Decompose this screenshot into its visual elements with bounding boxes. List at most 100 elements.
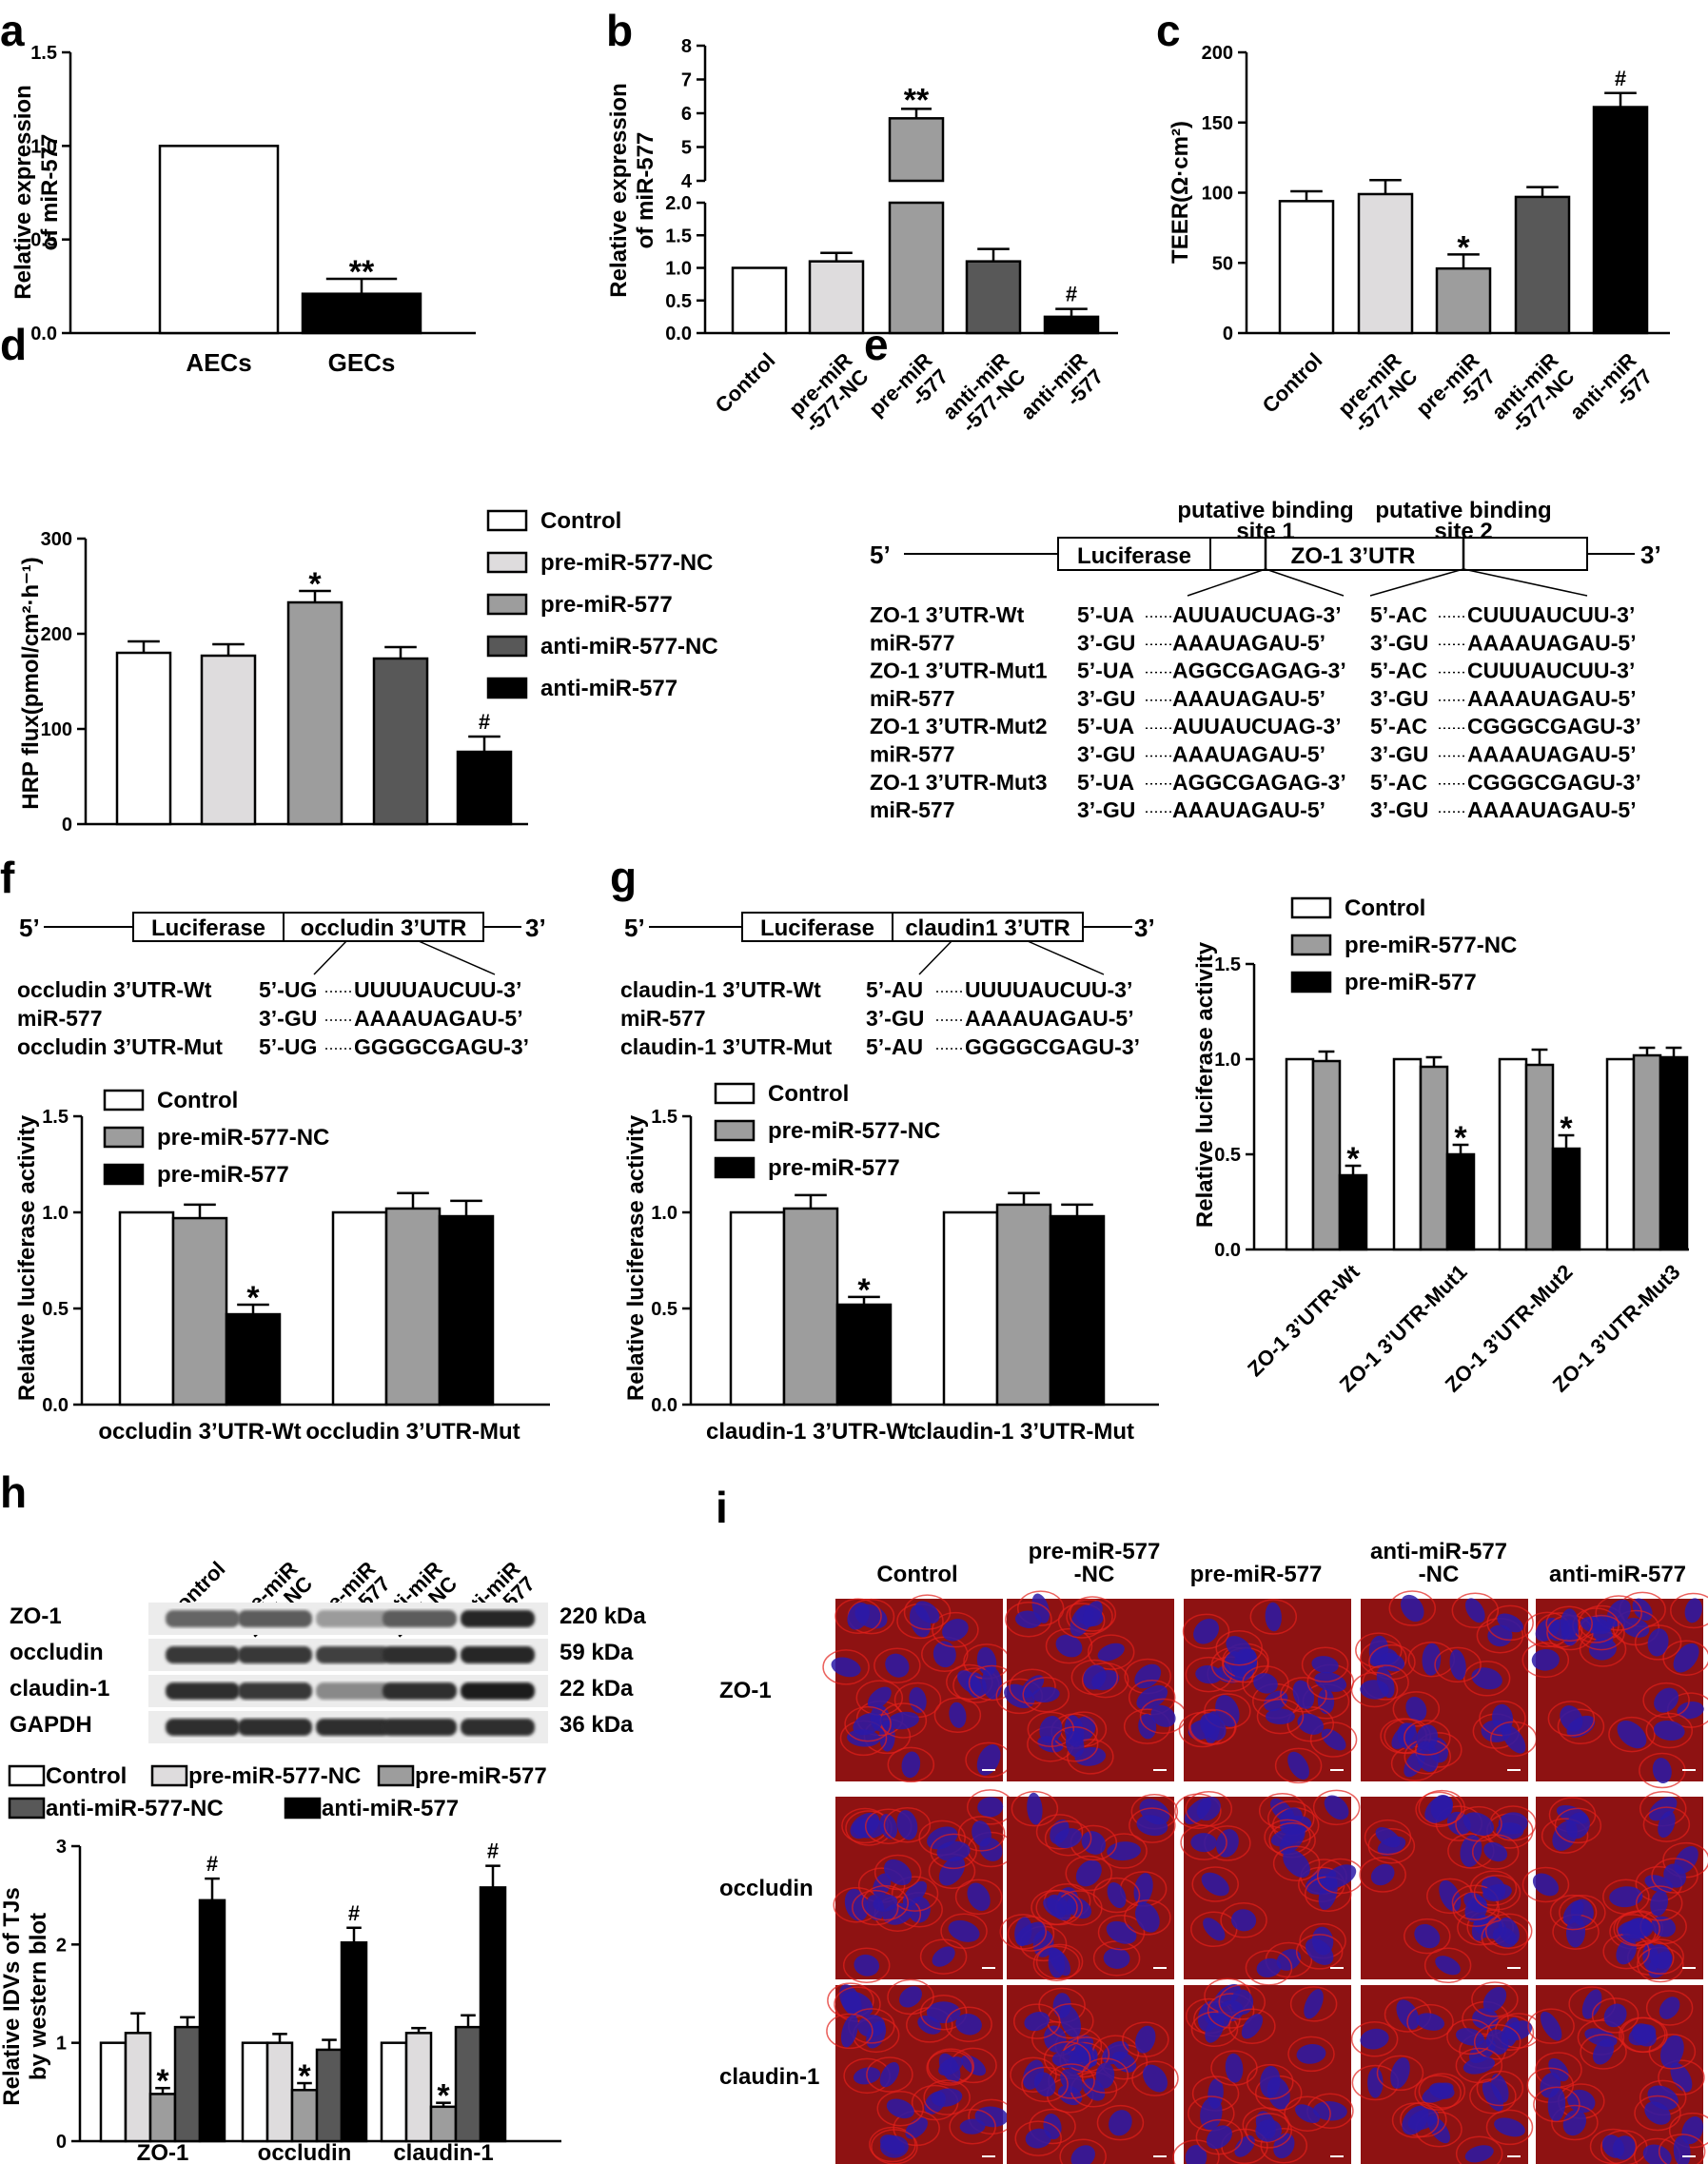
if-nucleus bbox=[1260, 2065, 1281, 2098]
y-tick-label: 0 bbox=[62, 815, 72, 836]
sequence-name: miR-577 bbox=[870, 742, 954, 767]
sequence-text: AAAAUAGAU-5’ bbox=[1467, 742, 1637, 767]
if-membrane bbox=[1658, 2059, 1705, 2095]
y-tick-label: 6 bbox=[681, 104, 692, 125]
y-tick-label: 1.5 bbox=[665, 226, 692, 246]
if-nucleus bbox=[1642, 2144, 1672, 2164]
x-tick-label: claudin-1 3’UTR-Mut bbox=[913, 1419, 1134, 1445]
if-nucleus bbox=[886, 2098, 914, 2119]
if-nucleus bbox=[1416, 1724, 1439, 1751]
if-membrane bbox=[1651, 1858, 1698, 1894]
if-membrane bbox=[1418, 1789, 1465, 1826]
if-membrane bbox=[1637, 1938, 1684, 1975]
sequence-text: AUUAUCUAG-3’ bbox=[1172, 714, 1342, 738]
if-nucleus bbox=[1562, 2109, 1587, 2136]
utr-box bbox=[892, 912, 1084, 942]
if-membrane bbox=[923, 2079, 971, 2115]
bar bbox=[1049, 1214, 1106, 1407]
if-nucleus bbox=[1430, 1794, 1453, 1821]
if-membrane bbox=[1245, 1950, 1293, 1986]
y-tick-label: 1.5 bbox=[1214, 954, 1241, 975]
if-nucleus bbox=[1653, 1720, 1685, 1741]
sequence-text: 3’-GU bbox=[1077, 797, 1135, 822]
if-membrane bbox=[1521, 1866, 1570, 1903]
if-nucleus bbox=[1560, 1608, 1579, 1640]
if-nucleus bbox=[1402, 2105, 1429, 2135]
significance-mark: * bbox=[857, 1272, 871, 1308]
blot-band bbox=[461, 1646, 535, 1663]
y-tick-label: 50 bbox=[1212, 253, 1233, 274]
sequence-text: AAAAUAGAU-5’ bbox=[965, 1006, 1134, 1031]
y-tick-label: 0.0 bbox=[42, 1395, 69, 1416]
if-nucleus bbox=[1455, 2028, 1484, 2046]
bar bbox=[173, 2025, 202, 2143]
sequence-text: AAAUAGAU-5’ bbox=[1172, 797, 1325, 822]
legend-label: pre-miR-577-NC bbox=[1345, 933, 1517, 958]
if-column-label-line: -NC bbox=[1074, 1562, 1115, 1587]
x-tick-label: pre-miR-577-NC bbox=[784, 348, 874, 438]
if-column-label: Control bbox=[876, 1562, 957, 1587]
if-nucleus bbox=[1253, 1673, 1278, 1694]
y-axis-label-line: Relative luciferase activity bbox=[1192, 941, 1218, 1228]
blot-band bbox=[238, 1646, 312, 1663]
if-membrane bbox=[1031, 1889, 1078, 1926]
blot-band bbox=[383, 1719, 457, 1736]
if-nucleus bbox=[972, 1820, 991, 1847]
if-membrane bbox=[1620, 2016, 1668, 2054]
bar bbox=[198, 1898, 226, 2143]
if-membrane bbox=[1190, 2011, 1239, 2047]
if-membrane bbox=[1260, 2128, 1308, 2164]
if-nucleus bbox=[1190, 1833, 1217, 1853]
panel-letter-d: d bbox=[0, 320, 27, 369]
protein-label: claudin-1 bbox=[10, 1676, 109, 1702]
if-membrane bbox=[1642, 1682, 1690, 1719]
if-membrane bbox=[1362, 1664, 1409, 1701]
if-nucleus bbox=[1663, 1863, 1687, 1888]
legend-swatch bbox=[1290, 971, 1332, 993]
sequence-text: AAAAUAGAU-5’ bbox=[354, 1006, 523, 1031]
if-nucleus bbox=[854, 1954, 880, 1977]
if-nucleus bbox=[1014, 1917, 1032, 1947]
if-row-label: ZO-1 bbox=[719, 1678, 772, 1703]
if-membrane bbox=[954, 1879, 1003, 1916]
if-membrane bbox=[1081, 1662, 1129, 1699]
panel-letters: a b c d e f g h i bbox=[0, 6, 1181, 1532]
bar bbox=[1524, 1063, 1555, 1251]
if-membrane bbox=[1469, 1870, 1518, 1906]
y-tick-label: 0 bbox=[56, 2132, 67, 2153]
blot-band bbox=[238, 1610, 312, 1627]
if-membrane bbox=[932, 1611, 979, 1648]
sequence-text: 5’-UG bbox=[259, 1034, 317, 1059]
bar bbox=[1605, 1057, 1636, 1251]
if-nucleus bbox=[1205, 2015, 1225, 2043]
legend-label: Control bbox=[1345, 895, 1425, 921]
if-nucleus bbox=[1592, 2038, 1615, 2065]
if-membrane bbox=[1533, 2086, 1580, 2123]
significance-mark: * bbox=[437, 2078, 450, 2115]
if-nucleus bbox=[844, 1888, 869, 1921]
sequence-name: miR-577 bbox=[870, 630, 954, 655]
sequence-text: 5’-AC bbox=[1370, 770, 1427, 795]
if-nucleus bbox=[1414, 1923, 1441, 1949]
if-nucleus bbox=[959, 2118, 986, 2134]
y-tick-label: 0.5 bbox=[651, 1299, 677, 1320]
legend-label: Control bbox=[768, 1081, 849, 1107]
if-nucleus bbox=[933, 1641, 956, 1668]
bar bbox=[835, 1303, 893, 1407]
legend-label: Control bbox=[46, 1763, 127, 1789]
y-tick-label: 0.5 bbox=[30, 230, 57, 251]
if-membrane bbox=[1191, 1866, 1239, 1902]
panel-letter-h: h bbox=[0, 1467, 27, 1517]
y-axis-label: Relative luciferase activity bbox=[14, 1114, 40, 1401]
if-membrane bbox=[1658, 2134, 1706, 2164]
five-prime: 5’ bbox=[19, 914, 40, 942]
bar bbox=[1392, 1057, 1423, 1251]
y-tick-label: 0.0 bbox=[665, 324, 692, 344]
if-membrane bbox=[1391, 2102, 1440, 2138]
if-nucleus bbox=[1055, 1634, 1083, 1658]
if-nucleus bbox=[1375, 1827, 1401, 1848]
legend-swatch bbox=[486, 551, 528, 574]
blot-band bbox=[383, 1646, 457, 1663]
if-nucleus bbox=[926, 2001, 961, 2024]
sequence-text: 5’-UA bbox=[1077, 770, 1134, 795]
